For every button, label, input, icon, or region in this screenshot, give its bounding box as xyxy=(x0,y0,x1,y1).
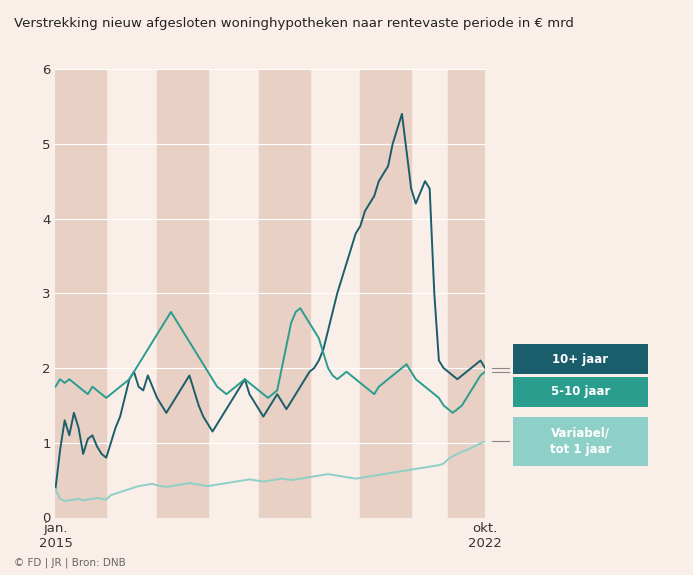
Bar xyxy=(448,69,490,518)
Bar xyxy=(360,69,411,518)
Bar xyxy=(55,69,106,518)
Text: 10+ jaar: 10+ jaar xyxy=(552,352,608,366)
Text: 5-10 jaar: 5-10 jaar xyxy=(551,385,610,398)
Bar xyxy=(258,69,310,518)
Text: Verstrekking nieuw afgesloten woninghypotheken naar rentevaste periode in € mrd: Verstrekking nieuw afgesloten woninghypo… xyxy=(14,17,574,30)
Bar xyxy=(157,69,208,518)
Text: © FD | JR | Bron: DNB: © FD | JR | Bron: DNB xyxy=(14,558,125,568)
Text: Variabel/
tot 1 jaar: Variabel/ tot 1 jaar xyxy=(550,426,611,456)
